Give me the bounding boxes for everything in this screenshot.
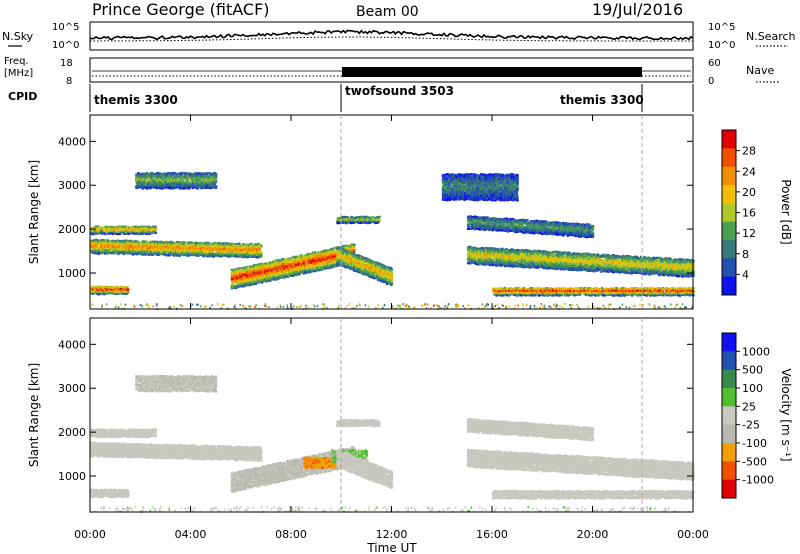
cpid-panel: CPID themis 3300 twofsound 3503 themis 3… [8, 84, 693, 112]
power-cell [260, 245, 262, 247]
noise-right-tick-top: 10^5 [708, 22, 735, 33]
power-cell [183, 241, 185, 243]
freq-label-line1: Freq. [4, 56, 29, 67]
freq-label-line2: [MHz] [4, 68, 33, 79]
power-cell [250, 268, 252, 270]
power-cell [155, 228, 157, 230]
frequency-panel: Freq. [MHz] 18 8 60 0 Nave [4, 56, 780, 87]
noise-panel: N.Sky 10^5 10^0 10^5 10^0 N.Search [2, 22, 796, 51]
power-echo-region-2 [90, 286, 129, 296]
power-cell [146, 172, 148, 174]
noise-right-tick-bottom: 10^0 [708, 40, 735, 51]
power-cell [324, 268, 326, 270]
power-cell [231, 278, 233, 280]
power-cell [391, 269, 393, 271]
power-cell [155, 226, 157, 228]
power-echo-region-3 [135, 172, 217, 190]
freq-left-tick-bottom: 8 [66, 76, 72, 87]
power-cell [391, 282, 393, 284]
nave-block [342, 67, 642, 77]
power-echo-region-6 [336, 216, 380, 225]
power-cell [113, 252, 115, 254]
power-cell [215, 179, 217, 181]
power-cell [126, 287, 128, 289]
freq-right-tick-top: 60 [708, 58, 721, 69]
power-cell [127, 292, 129, 294]
power-echo-region-5 [336, 247, 393, 287]
power-cell [145, 253, 147, 255]
station-title: Prince George (fitACF) [92, 0, 270, 19]
power-cell [361, 256, 363, 258]
power-cell [143, 187, 145, 189]
date-title: 19/Jul/2016 [592, 0, 683, 19]
power-cell [260, 255, 262, 257]
power-cell [391, 278, 393, 280]
cpid-segment-1: themis 3300 [94, 93, 178, 107]
power-cell [215, 175, 217, 177]
power-cell [127, 289, 129, 291]
power-cell [353, 249, 355, 251]
sky-noise-line [90, 31, 693, 40]
power-cell [243, 243, 245, 245]
cpid-label: CPID [8, 90, 37, 103]
power-cell [391, 274, 393, 276]
power-cell [314, 251, 316, 253]
power-cell [235, 243, 237, 245]
power-cell [232, 282, 234, 284]
power-echo-region-7 [467, 246, 695, 278]
power-cell [378, 216, 380, 218]
power-cell [192, 173, 194, 175]
noise-left-tick-top: 10^5 [52, 22, 79, 33]
power-cell [215, 185, 217, 187]
power-cell [378, 219, 380, 221]
power-cell [391, 272, 393, 274]
power-echo-region-1 [90, 225, 157, 235]
power-cell [353, 246, 355, 248]
cpid-segment-3: themis 3300 [560, 93, 644, 107]
beam-title: Beam 00 [356, 4, 419, 20]
nave-label: Nave [746, 64, 774, 77]
power-cell [151, 172, 153, 174]
power-cell [241, 269, 243, 271]
power-cell [207, 175, 209, 177]
power-echo-region-0 [90, 239, 263, 259]
power-cell [260, 252, 262, 254]
noise-right-label: N.Search [746, 30, 796, 43]
noise-left-label: N.Sky [2, 30, 34, 43]
freq-left-tick-top: 18 [60, 58, 73, 69]
power-cell [332, 264, 334, 266]
power-cell [353, 244, 355, 246]
power-cell [155, 232, 157, 234]
power-cell [164, 252, 166, 254]
power-cell [114, 240, 116, 242]
noise-left-tick-bottom: 10^0 [52, 40, 79, 51]
cpid-segment-2: twofsound 3503 [345, 84, 454, 98]
freq-right-tick-bottom: 0 [708, 76, 714, 87]
power-cell [215, 173, 217, 175]
